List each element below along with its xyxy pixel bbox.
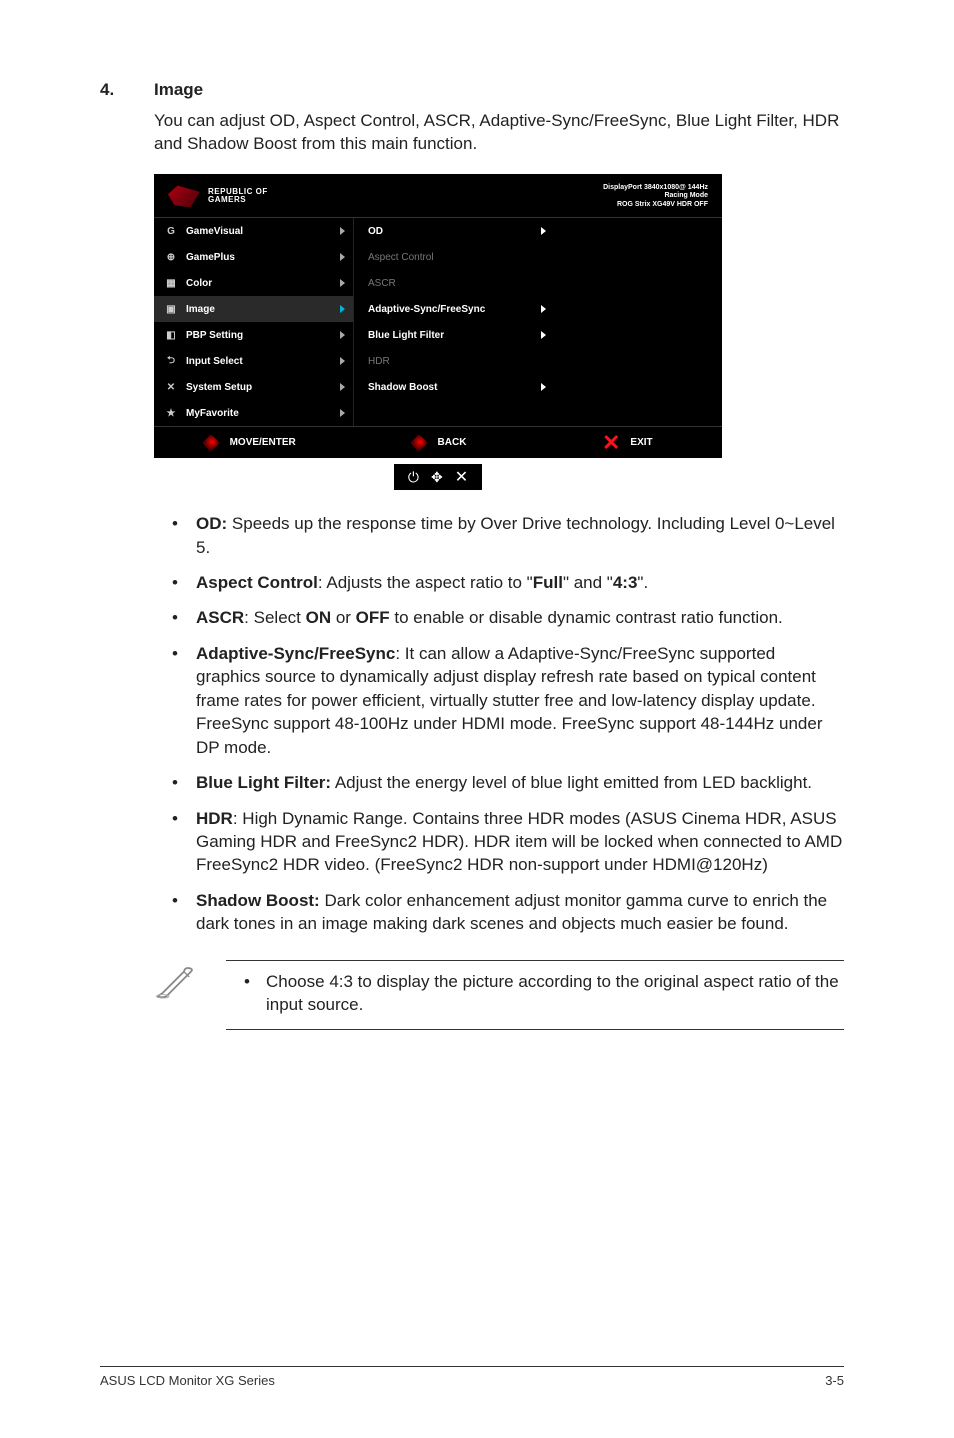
osd-menu-item[interactable]: ⮌ Input Select bbox=[154, 348, 354, 374]
menu-label: System Setup bbox=[186, 382, 252, 393]
list-item: Adaptive-Sync/FreeSync: It can allow a A… bbox=[154, 642, 844, 759]
chevron-right-icon bbox=[340, 279, 345, 287]
footer-right: 3-5 bbox=[825, 1373, 844, 1388]
chevron-right-icon bbox=[541, 227, 546, 235]
menu-icon: ⊕ bbox=[164, 251, 178, 263]
osd-footer-back: BACK bbox=[343, 434, 532, 452]
close-icon: ✕ bbox=[455, 467, 468, 487]
menu-icon: ▣ bbox=[164, 303, 178, 315]
menu-icon: ◧ bbox=[164, 329, 178, 341]
sub-label: OD bbox=[368, 226, 383, 237]
rog-eye-icon bbox=[168, 185, 200, 207]
close-icon: ✕ bbox=[602, 430, 620, 456]
osd-menu-item[interactable]: ★ MyFavorite bbox=[154, 400, 354, 426]
rog-brand: REPUBLIC OF GAMERS bbox=[208, 188, 268, 206]
sub-label: ASCR bbox=[368, 278, 396, 289]
osd-status: DisplayPort 3840x1080@ 144Hz Racing Mode… bbox=[603, 184, 708, 209]
osd-menu-item[interactable]: ▦ Color bbox=[154, 270, 354, 296]
list-item: HDR: High Dynamic Range. Contains three … bbox=[154, 807, 844, 877]
feature-list: OD: Speeds up the response time by Over … bbox=[154, 512, 844, 936]
menu-label: GamePlus bbox=[186, 252, 235, 263]
osd-menu-item[interactable]: ▣ Image bbox=[154, 296, 354, 322]
joystick-icon bbox=[202, 434, 220, 452]
chevron-right-icon bbox=[340, 409, 345, 417]
list-item: Shadow Boost: Dark color enhancement adj… bbox=[154, 889, 844, 936]
sub-label: Aspect Control bbox=[368, 252, 434, 263]
osd-menu-item[interactable]: ◧ PBP Setting bbox=[154, 322, 354, 348]
pen-note-icon bbox=[154, 966, 198, 1002]
chevron-right-icon bbox=[340, 227, 345, 235]
osd-footer-exit: ✕ EXIT bbox=[533, 430, 722, 456]
osd-footer-move: MOVE/ENTER bbox=[154, 434, 343, 452]
osd-sub-item: ASCR bbox=[354, 270, 554, 296]
menu-label: Color bbox=[186, 278, 212, 289]
joystick-icon bbox=[410, 434, 428, 452]
osd-navbar: ⏻ ✥ ✕ bbox=[154, 464, 722, 490]
chevron-right-icon bbox=[541, 331, 546, 339]
osd-panel: REPUBLIC OF GAMERS DisplayPort 3840x1080… bbox=[154, 174, 722, 458]
list-item: Blue Light Filter: Adjust the energy lev… bbox=[154, 771, 844, 794]
chevron-right-icon bbox=[340, 383, 345, 391]
menu-label: GameVisual bbox=[186, 226, 243, 237]
chevron-right-icon bbox=[541, 305, 546, 313]
list-item: OD: Speeds up the response time by Over … bbox=[154, 512, 844, 559]
chevron-right-icon bbox=[541, 383, 546, 391]
osd-menu-item[interactable]: G GameVisual bbox=[154, 218, 354, 244]
menu-icon: ★ bbox=[164, 407, 178, 419]
menu-icon: ✕ bbox=[164, 381, 178, 393]
osd-sub-item: HDR bbox=[354, 348, 554, 374]
menu-label: Image bbox=[186, 304, 215, 315]
sub-label: Adaptive-Sync/FreeSync bbox=[368, 304, 485, 315]
note-box: Choose 4:3 to display the picture accord… bbox=[226, 960, 844, 1030]
list-item: ASCR: Select ON or OFF to enable or disa… bbox=[154, 606, 844, 629]
osd-menu-item[interactable]: ⊕ GamePlus bbox=[154, 244, 354, 270]
osd-sub-menu: OD Aspect Control ASCR Adaptive-Sync/FreeSy… bbox=[354, 218, 554, 426]
chevron-right-icon bbox=[340, 331, 345, 339]
section-intro: You can adjust OD, Aspect Control, ASCR,… bbox=[154, 110, 844, 156]
chevron-right-icon bbox=[340, 253, 345, 261]
menu-icon: G bbox=[164, 225, 178, 237]
osd-sub-item: Aspect Control bbox=[354, 244, 554, 270]
menu-icon: ⮌ bbox=[164, 355, 178, 367]
note-text: Choose 4:3 to display the picture accord… bbox=[226, 971, 844, 1017]
osd-sub-item[interactable]: Shadow Boost bbox=[354, 374, 554, 400]
sub-label: Blue Light Filter bbox=[368, 330, 444, 341]
sub-label: HDR bbox=[368, 356, 390, 367]
osd-menu-item[interactable]: ✕ System Setup bbox=[154, 374, 354, 400]
chevron-right-icon bbox=[340, 357, 345, 365]
joystick-icon: ✥ bbox=[431, 469, 443, 486]
power-icon: ⏻ bbox=[408, 469, 419, 486]
osd-sub-item[interactable]: Blue Light Filter bbox=[354, 322, 554, 348]
section-number: 4. bbox=[100, 80, 154, 100]
osd-sub-item[interactable]: Adaptive-Sync/FreeSync bbox=[354, 296, 554, 322]
footer-left: ASUS LCD Monitor XG Series bbox=[100, 1373, 275, 1388]
osd-sub-item[interactable]: OD bbox=[354, 218, 554, 244]
menu-label: MyFavorite bbox=[186, 408, 239, 419]
menu-label: PBP Setting bbox=[186, 330, 243, 341]
list-item: Aspect Control: Adjusts the aspect ratio… bbox=[154, 571, 844, 594]
menu-icon: ▦ bbox=[164, 277, 178, 289]
section-title: Image bbox=[154, 80, 203, 100]
osd-left-menu: G GameVisual ⊕ GamePlus ▦ Color ▣ Image ◧ PBP Set… bbox=[154, 218, 354, 426]
menu-label: Input Select bbox=[186, 356, 243, 367]
sub-label: Shadow Boost bbox=[368, 382, 437, 393]
chevron-right-icon bbox=[340, 305, 345, 313]
